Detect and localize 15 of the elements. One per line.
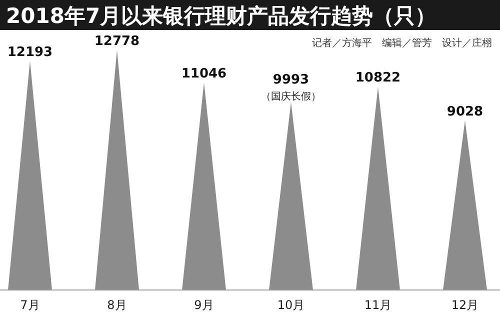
data-label: 9028	[446, 104, 484, 120]
chart-title: 2018年7月以来银行理财产品发行趋势（只）	[6, 4, 436, 28]
data-label: 10822	[355, 70, 401, 86]
x-tick-label: 9月	[194, 298, 214, 312]
data-label: 9993	[272, 72, 310, 88]
x-tick-label: 10月	[277, 298, 305, 312]
chart-subtitle: 记者／方海平 编辑／管芳 设计／庄栩	[312, 37, 492, 49]
data-label: 11046	[181, 66, 227, 82]
x-tick-label: 8月	[107, 298, 127, 312]
x-tick-label: 12月	[451, 298, 479, 312]
x-tick-label: 11月	[364, 298, 392, 312]
x-tick-label: 7月	[20, 298, 40, 312]
annotation: （国庆长假）	[261, 90, 321, 102]
data-label: 12778	[94, 34, 140, 49]
data-label: 12193	[7, 44, 53, 60]
